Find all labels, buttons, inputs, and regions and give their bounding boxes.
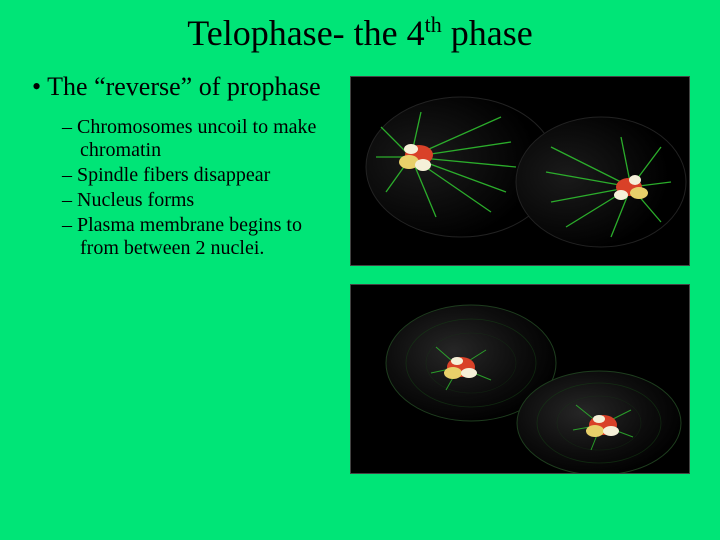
title-suffix: phase	[442, 13, 533, 53]
telophase-illustration-top	[350, 76, 690, 266]
sub-bullet: Spindle fibers disappear	[80, 164, 340, 187]
sub-bullet: Plasma membrane begins to from between 2…	[80, 214, 340, 260]
slide-title: Telophase- the 4th phase	[0, 0, 720, 72]
text-column: The “reverse” of prophase Chromosomes un…	[20, 72, 350, 474]
content-row: The “reverse” of prophase Chromosomes un…	[0, 72, 720, 474]
sub-bullet: Nucleus forms	[80, 189, 340, 212]
image-column	[350, 72, 700, 474]
sub-bullet: Chromosomes uncoil to make chromatin	[80, 116, 340, 162]
title-prefix: Telophase- the 4	[187, 13, 424, 53]
telophase-illustration-bottom	[350, 284, 690, 474]
title-superscript: th	[425, 12, 442, 37]
main-bullet: The “reverse” of prophase	[20, 72, 340, 102]
sub-bullet-list: Chromosomes uncoil to make chromatin Spi…	[20, 116, 340, 260]
